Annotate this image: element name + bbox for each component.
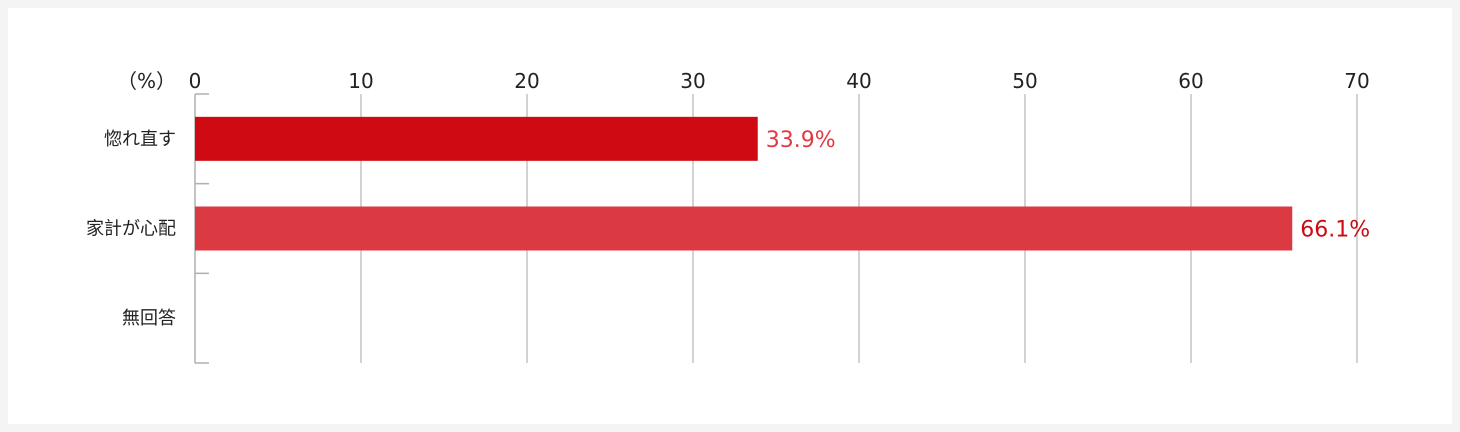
x-tick-label: 20 (514, 69, 539, 93)
x-tick-label: 60 (1178, 69, 1203, 93)
category-label: 惚れ直す (104, 129, 176, 150)
value-label: 33.9% (766, 128, 836, 153)
x-tick-label: 70 (1344, 69, 1369, 93)
x-tick-label: 40 (846, 69, 871, 93)
chart-card: 0 10 20 30 40 50 60 70 （%） 惚れ直す 33.9% 家計が心配 66.1% 無回答 (8, 8, 1452, 424)
bar (195, 206, 1293, 251)
x-tick-label: 0 (189, 69, 202, 93)
x-tick-label: 10 (348, 69, 373, 93)
bar-chart: 0 10 20 30 40 50 60 70 （%） 惚れ直す 33.9% 家計が心配 66.1% 無回答 (86, 69, 1370, 364)
value-label: 66.1% (1300, 218, 1370, 243)
category-label: 無回答 (122, 308, 176, 329)
unit-label: （%） (117, 69, 176, 93)
x-tick-label: 50 (1012, 69, 1037, 93)
x-tick-label: 30 (680, 69, 705, 93)
bar (195, 116, 758, 161)
category-label: 家計が心配 (86, 219, 176, 240)
